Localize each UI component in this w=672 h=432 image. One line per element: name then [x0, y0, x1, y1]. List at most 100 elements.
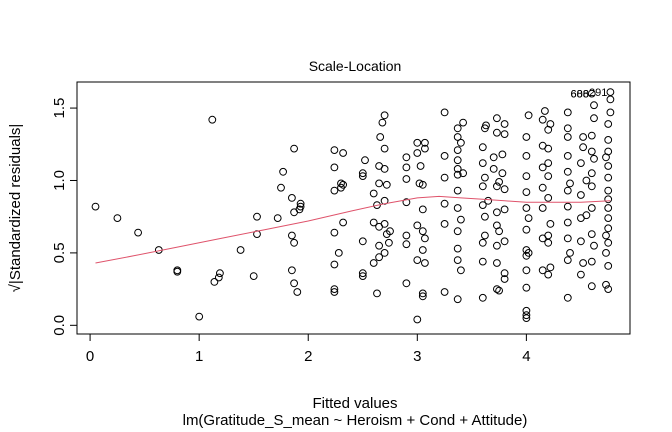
- data-point: [587, 182, 596, 191]
- data-point: [413, 138, 422, 147]
- data-point: [566, 249, 574, 257]
- data-point: [590, 101, 598, 110]
- data-point: [522, 152, 531, 160]
- data-point: [453, 295, 462, 304]
- data-point: [380, 249, 389, 257]
- data-point: [604, 195, 613, 204]
- data-point: [413, 221, 422, 230]
- data-point: [493, 128, 501, 137]
- data-point: [500, 120, 509, 128]
- x-tick-label: 0: [86, 348, 94, 365]
- data-point: [459, 118, 468, 127]
- data-point: [522, 172, 531, 181]
- data-point: [478, 182, 487, 191]
- data-point: [402, 198, 411, 207]
- data-point: [587, 89, 596, 98]
- data-point: [587, 282, 596, 291]
- data-point: [418, 205, 427, 214]
- data-point: [544, 270, 553, 279]
- data-point: [375, 253, 384, 262]
- data-point: [522, 283, 531, 292]
- data-point: [563, 218, 572, 227]
- data-point: [478, 293, 487, 302]
- data-point: [380, 111, 389, 120]
- data-point: [402, 231, 411, 240]
- data-point: [382, 180, 391, 189]
- data-point: [604, 204, 613, 212]
- data-point: [524, 214, 533, 223]
- data-point: [330, 186, 339, 195]
- data-point: [418, 180, 427, 189]
- data-point: [478, 143, 487, 152]
- data-point: [604, 262, 613, 270]
- data-point: [538, 183, 547, 192]
- x-tick-label: 4: [522, 348, 530, 365]
- data-point: [498, 169, 507, 178]
- data-point: [440, 288, 449, 296]
- data-point: [498, 150, 507, 159]
- data-point: [361, 156, 369, 165]
- data-point: [522, 133, 531, 141]
- data-point: [493, 114, 501, 123]
- data-point: [236, 246, 245, 254]
- data-point: [421, 234, 429, 243]
- data-point: [339, 180, 348, 189]
- data-point: [563, 152, 572, 160]
- data-point: [478, 201, 487, 210]
- data-point: [500, 275, 509, 283]
- data-point: [402, 279, 411, 288]
- data-point: [604, 136, 613, 144]
- data-point: [290, 144, 299, 153]
- x-axis-label: Fitted values: [312, 395, 397, 412]
- data-point: [481, 231, 489, 240]
- data-point: [541, 107, 549, 115]
- x-tick-label: 2: [304, 348, 312, 365]
- data-point: [330, 288, 339, 296]
- data-point: [378, 118, 387, 127]
- data-point: [288, 231, 296, 240]
- data-point: [500, 237, 509, 246]
- data-point: [358, 237, 367, 246]
- data-point: [582, 211, 591, 220]
- loess-smoother: [95, 195, 611, 264]
- data-point: [249, 272, 258, 281]
- data-point: [563, 202, 572, 211]
- data-point: [587, 131, 596, 140]
- data-point: [334, 249, 343, 257]
- data-point: [587, 147, 596, 156]
- data-point: [587, 230, 596, 239]
- data-point: [416, 162, 425, 170]
- data-point: [579, 259, 587, 267]
- data-point: [380, 144, 389, 153]
- data-point: [277, 183, 285, 192]
- data-point: [375, 179, 384, 188]
- data-point: [358, 169, 367, 178]
- data-points: [91, 88, 615, 324]
- data-point: [385, 238, 393, 247]
- data-point: [453, 244, 462, 253]
- data-point: [478, 257, 487, 266]
- data-point: [544, 231, 553, 240]
- data-point: [330, 228, 339, 237]
- data-point: [453, 186, 462, 195]
- data-point: [373, 289, 381, 298]
- y-tick-label: 1.5: [51, 98, 68, 119]
- data-point: [478, 238, 487, 247]
- data-point: [386, 227, 394, 236]
- data-point: [481, 212, 489, 221]
- x-axis: 0 1 2 3 4: [86, 333, 531, 365]
- y-axis-label: √|Standardized residuals|: [7, 124, 24, 293]
- data-point: [358, 272, 367, 281]
- data-point: [440, 108, 449, 117]
- data-point: [296, 199, 305, 208]
- data-point: [453, 227, 462, 236]
- data-point: [606, 88, 615, 96]
- data-point: [522, 314, 531, 323]
- data-point: [288, 266, 296, 275]
- data-point: [418, 227, 427, 236]
- data-point: [602, 153, 610, 162]
- data-point: [577, 237, 585, 246]
- data-point: [495, 227, 504, 236]
- data-point: [418, 292, 427, 301]
